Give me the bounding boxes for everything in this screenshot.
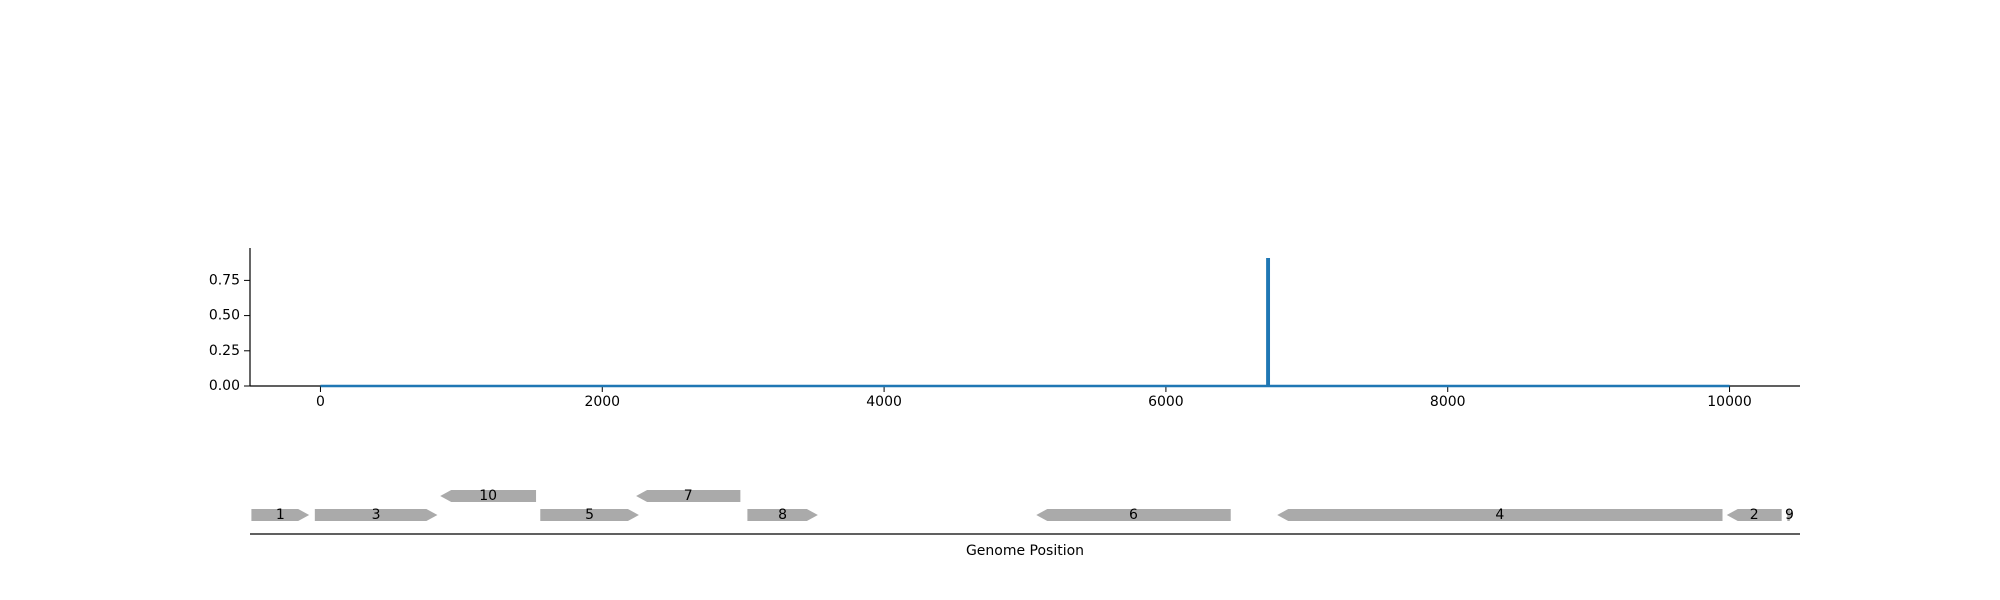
gene-arrow-5	[540, 509, 639, 521]
gene-label-3: 3	[372, 507, 381, 523]
gene-arrow-8	[747, 509, 818, 521]
y-tick-label: 0.00	[209, 378, 240, 394]
gene-arrow-7	[636, 490, 741, 502]
x-tick-label: 2000	[584, 394, 620, 410]
gene-arrow-2	[1726, 509, 1782, 521]
y-ticks: 0.00 0.25 0.50 0.75	[209, 272, 250, 394]
gene-map-xlabel: Genome Position	[966, 543, 1084, 559]
gene-arrow-9	[1787, 509, 1792, 521]
series-group	[320, 258, 1730, 388]
x-ticks: 0 2000 4000 6000 8000 10000	[316, 386, 1752, 410]
x-tick-label: 4000	[866, 394, 902, 410]
gene-arrow-3	[314, 509, 438, 521]
genes-group: 1 3 10 5 7 8 6 4 2 9	[251, 488, 1794, 523]
coverage-line	[320, 258, 1730, 388]
y-tick-label: 0.75	[209, 272, 240, 288]
gene-label-1: 1	[276, 507, 285, 523]
x-tick-label: 6000	[1148, 394, 1184, 410]
gene-arrow-1	[251, 509, 310, 521]
gene-label-2: 2	[1750, 507, 1759, 523]
gene-label-9: 9	[1785, 507, 1794, 523]
x-tick-label: 0	[316, 394, 325, 410]
gene-arrow-10	[440, 490, 537, 502]
gene-label-10: 10	[479, 488, 497, 504]
y-tick-label: 0.50	[209, 308, 240, 324]
x-tick-label: 10000	[1707, 394, 1752, 410]
gene-label-5: 5	[585, 507, 594, 523]
y-tick-label: 0.25	[209, 343, 240, 359]
gene-arrow-6	[1036, 509, 1231, 521]
coverage-plot: 0.00 0.25 0.50 0.75 0 2000 4000 6000 8000 10000	[209, 248, 1800, 410]
gene-label-4: 4	[1495, 507, 1504, 523]
gene-label-8: 8	[778, 507, 787, 523]
x-tick-label: 8000	[1430, 394, 1466, 410]
gene-map: 1 3 10 5 7 8 6 4 2 9 Genome Position	[250, 488, 1800, 559]
gene-label-6: 6	[1129, 507, 1138, 523]
gene-label-7: 7	[684, 488, 693, 504]
gene-arrow-4	[1277, 509, 1723, 521]
